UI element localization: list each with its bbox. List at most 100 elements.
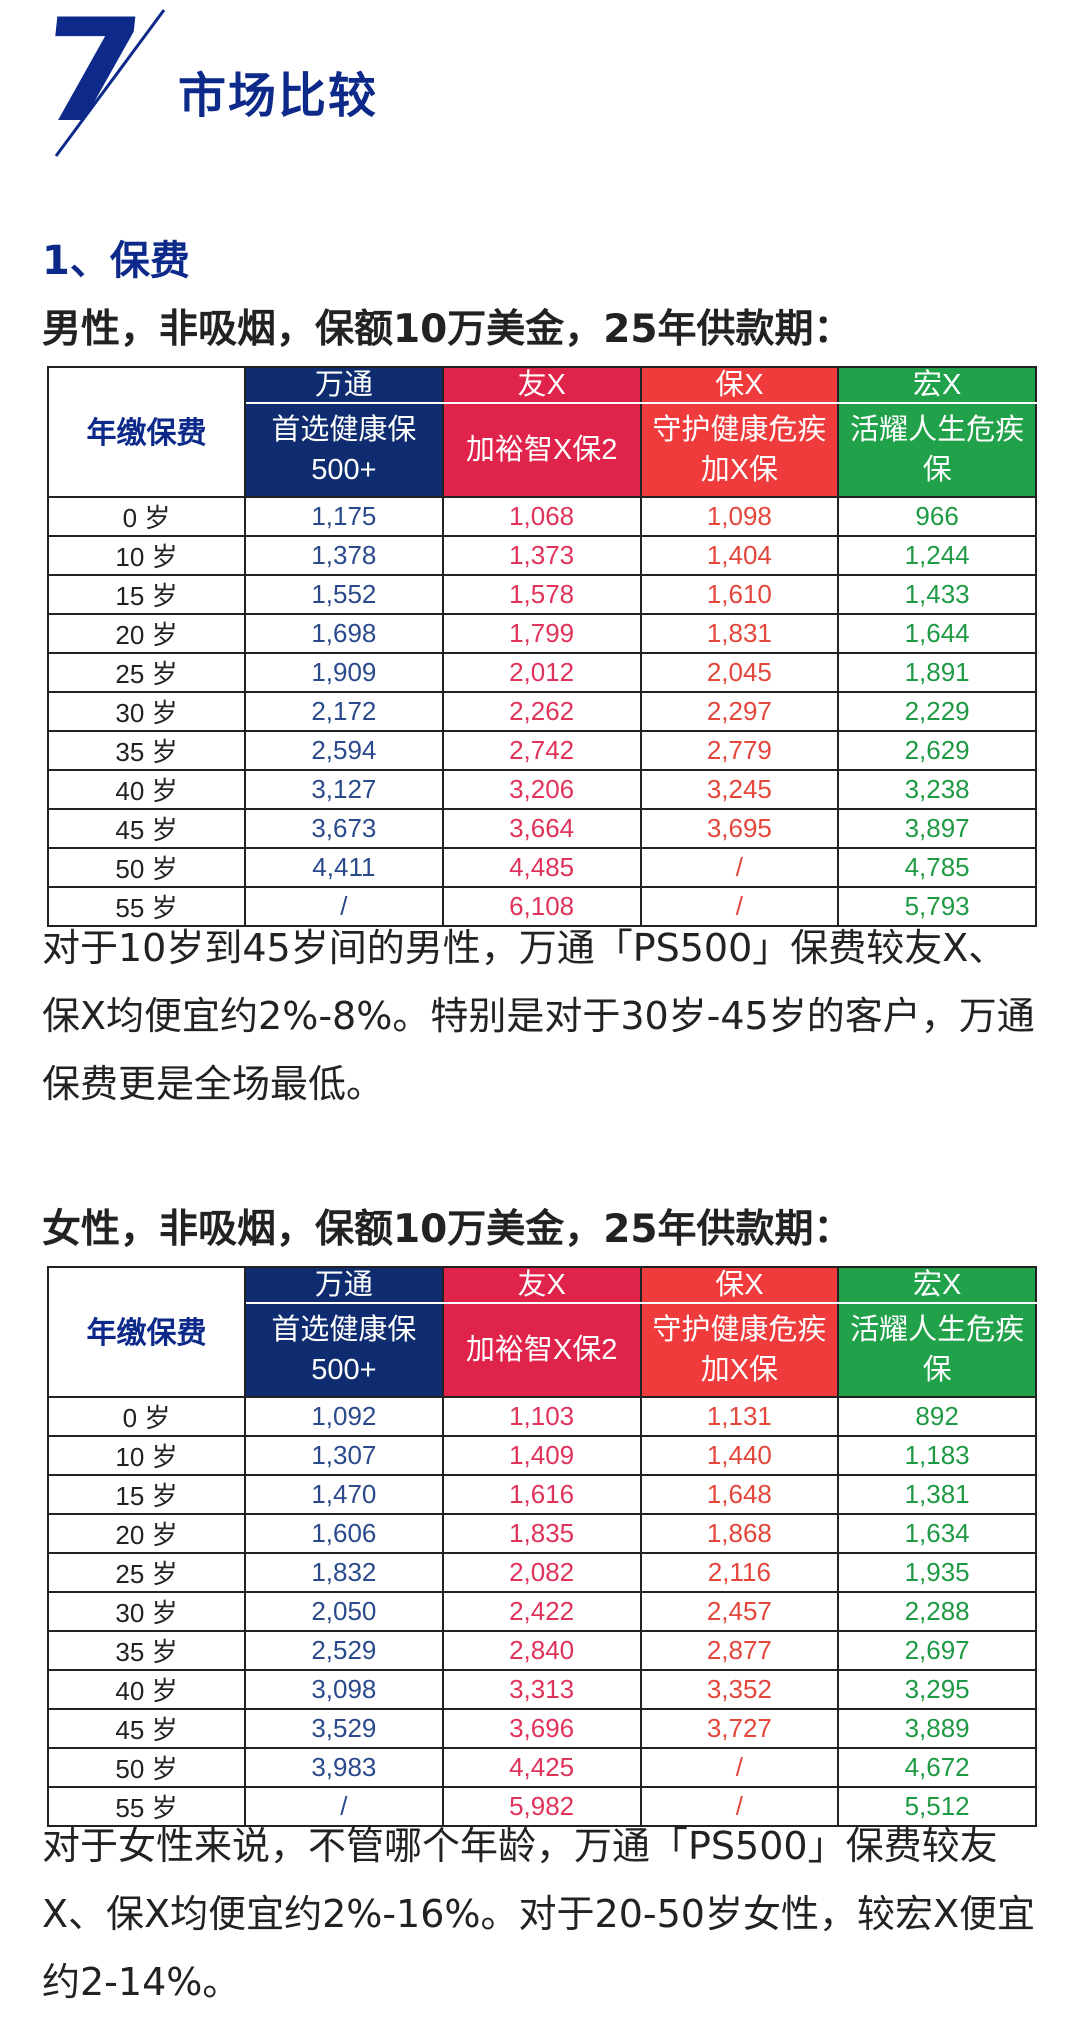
column-company-youx: 友X xyxy=(441,366,642,404)
age-cell: 45 岁 xyxy=(47,1708,246,1749)
premium-cell-wantong: 1,552 xyxy=(244,574,444,615)
premium-cell-youx: 2,012 xyxy=(441,652,642,693)
premium-cell-baox: 1,098 xyxy=(639,496,840,537)
premium-cell-wantong: 3,529 xyxy=(244,1708,444,1749)
table-row: 0 岁 1,092 1,103 1,131 892 xyxy=(47,1396,1037,1437)
age-cell: 55 岁 xyxy=(47,1786,246,1827)
premium-cell-wantong: 1,606 xyxy=(244,1513,444,1554)
premium-cell-hongx: 3,897 xyxy=(837,808,1037,849)
premium-cell-baox: 3,695 xyxy=(639,808,840,849)
column-company-wantong: 万通 xyxy=(244,1266,444,1304)
premium-cell-baox: 2,457 xyxy=(639,1591,840,1632)
premium-cell-wantong: 2,172 xyxy=(244,691,444,732)
table-row: 20 岁 1,698 1,799 1,831 1,644 xyxy=(47,613,1037,654)
table-row: 15 岁 1,552 1,578 1,610 1,433 xyxy=(47,574,1037,615)
premium-cell-youx: 4,485 xyxy=(441,847,642,888)
premium-cell-youx: 2,840 xyxy=(441,1630,642,1671)
column-product-hongx: 活耀人生危疾保 xyxy=(837,1302,1037,1398)
premium-cell-youx: 2,422 xyxy=(441,1591,642,1632)
premium-cell-baox: 1,404 xyxy=(639,535,840,576)
premium-cell-hongx: 2,229 xyxy=(837,691,1037,732)
column-product-baox: 守护健康危疾加X保 xyxy=(639,402,840,498)
premium-cell-wantong: 1,307 xyxy=(244,1435,444,1476)
age-cell: 25 岁 xyxy=(47,1552,246,1593)
premium-cell-youx: 2,082 xyxy=(441,1552,642,1593)
premium-cell-baox: 2,779 xyxy=(639,730,840,771)
premium-cell-baox: / xyxy=(639,1786,840,1827)
premium-cell-youx: 1,103 xyxy=(441,1396,642,1437)
age-cell: 10 岁 xyxy=(47,535,246,576)
premium-cell-hongx: 1,433 xyxy=(837,574,1037,615)
age-cell: 15 岁 xyxy=(47,1474,246,1515)
table-row: 35 岁 2,594 2,742 2,779 2,629 xyxy=(47,730,1037,771)
age-cell: 50 岁 xyxy=(47,1747,246,1788)
premium-cell-wantong: 2,594 xyxy=(244,730,444,771)
premium-cell-wantong: 1,378 xyxy=(244,535,444,576)
premium-cell-youx: 1,835 xyxy=(441,1513,642,1554)
premium-cell-baox: 1,131 xyxy=(639,1396,840,1437)
premium-cell-youx: 1,068 xyxy=(441,496,642,537)
male-note: 对于10岁到45岁间的男性，万通「PS500」保费较友X、保X均便宜约2%-8%… xyxy=(42,926,1035,1106)
table-row: 45 岁 3,673 3,664 3,695 3,897 xyxy=(47,808,1037,849)
premium-cell-wantong: 3,983 xyxy=(244,1747,444,1788)
corner-label: 年缴保费 xyxy=(47,1266,246,1398)
premium-cell-hongx: 5,512 xyxy=(837,1786,1037,1827)
slash-decoration xyxy=(54,9,166,157)
premium-cell-hongx: 1,244 xyxy=(837,535,1037,576)
table-row: 55 岁/6,108/5,793 xyxy=(47,886,1037,927)
sub-heading: 1、保费 xyxy=(42,238,190,284)
premium-cell-baox: 2,297 xyxy=(639,691,840,732)
premium-cell-baox: 2,116 xyxy=(639,1552,840,1593)
age-cell: 35 岁 xyxy=(47,1630,246,1671)
female-table-title: 女性，非吸烟，保额10万美金，25年供款期： xyxy=(42,1207,853,1252)
premium-cell-wantong: 2,529 xyxy=(244,1630,444,1671)
female-premium-table: 年缴保费 万通 友X 保X 宏X 首选健康保500+ 加裕智X保2 守护健康危疾加X保 活耀人生… xyxy=(47,1266,1037,1827)
corner-label: 年缴保费 xyxy=(47,366,246,498)
age-cell: 20 岁 xyxy=(47,1513,246,1554)
premium-cell-hongx: 1,644 xyxy=(837,613,1037,654)
table-row: 50 岁 4,411 4,485/4,785 xyxy=(47,847,1037,888)
table-row: 0 岁 1,175 1,068 1,098 966 xyxy=(47,496,1037,537)
premium-cell-youx: 3,664 xyxy=(441,808,642,849)
premium-cell-baox: 2,877 xyxy=(639,1630,840,1671)
age-cell: 45 岁 xyxy=(47,808,246,849)
premium-cell-hongx: 1,935 xyxy=(837,1552,1037,1593)
premium-cell-youx: 5,982 xyxy=(441,1786,642,1827)
age-cell: 10 岁 xyxy=(47,1435,246,1476)
age-cell: 30 岁 xyxy=(47,1591,246,1632)
premium-cell-wantong: 3,673 xyxy=(244,808,444,849)
table-row: 10 岁 1,378 1,373 1,404 1,244 xyxy=(47,535,1037,576)
premium-cell-hongx: 1,634 xyxy=(837,1513,1037,1554)
premium-cell-baox: / xyxy=(639,886,840,927)
premium-cell-wantong: / xyxy=(244,1786,444,1827)
premium-cell-baox: 1,868 xyxy=(639,1513,840,1554)
column-product-baox: 守护健康危疾加X保 xyxy=(639,1302,840,1398)
section-header: 7 市场比较 xyxy=(0,0,1080,170)
premium-cell-hongx: 5,793 xyxy=(837,886,1037,927)
column-company-hongx: 宏X xyxy=(837,366,1037,404)
table-row: 55 岁/5,982/5,512 xyxy=(47,1786,1037,1827)
table-row: 40 岁 3,127 3,206 3,245 3,238 xyxy=(47,769,1037,810)
premium-cell-hongx: 4,672 xyxy=(837,1747,1037,1788)
age-cell: 15 岁 xyxy=(47,574,246,615)
premium-cell-youx: 4,425 xyxy=(441,1747,642,1788)
female-note: 对于女性来说，不管哪个年龄，万通「PS500」保费较友X、保X均便宜约2%-16… xyxy=(42,1824,1035,2004)
premium-cell-hongx: 3,238 xyxy=(837,769,1037,810)
table-row: 20 岁 1,606 1,835 1,868 1,634 xyxy=(47,1513,1037,1554)
premium-cell-youx: 3,206 xyxy=(441,769,642,810)
premium-cell-baox: 3,352 xyxy=(639,1669,840,1710)
premium-cell-baox: 1,648 xyxy=(639,1474,840,1515)
male-table-title: 男性，非吸烟，保额10万美金，25年供款期： xyxy=(42,307,853,352)
premium-cell-hongx: 3,889 xyxy=(837,1708,1037,1749)
premium-cell-baox: 3,727 xyxy=(639,1708,840,1749)
premium-cell-wantong: / xyxy=(244,886,444,927)
premium-cell-baox: 1,440 xyxy=(639,1435,840,1476)
premium-cell-wantong: 1,092 xyxy=(244,1396,444,1437)
column-company-wantong: 万通 xyxy=(244,366,444,404)
premium-cell-baox: / xyxy=(639,1747,840,1788)
premium-cell-youx: 3,313 xyxy=(441,1669,642,1710)
column-product-wantong: 首选健康保500+ xyxy=(244,402,444,498)
premium-cell-baox: 1,831 xyxy=(639,613,840,654)
premium-cell-wantong: 1,175 xyxy=(244,496,444,537)
premium-cell-youx: 6,108 xyxy=(441,886,642,927)
